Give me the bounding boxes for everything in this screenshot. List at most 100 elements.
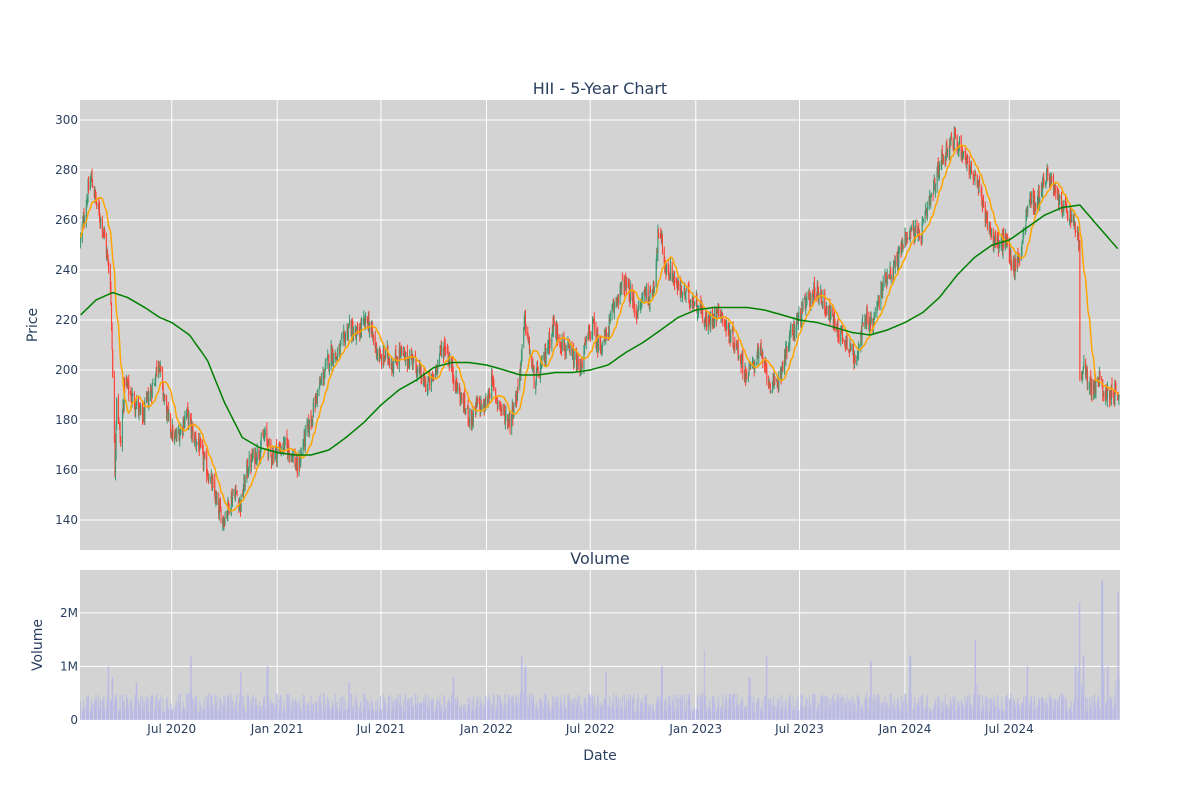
candle-body xyxy=(1065,201,1067,207)
candle-body xyxy=(155,373,157,382)
volume-bar xyxy=(455,698,457,720)
candle-body xyxy=(1049,178,1051,183)
candle-body xyxy=(625,277,627,285)
volume-bar xyxy=(472,709,474,720)
volume-bar xyxy=(407,698,409,720)
volume-bar xyxy=(1111,705,1113,720)
volume-bar xyxy=(1115,680,1117,720)
candle-body xyxy=(657,228,659,254)
candle-body xyxy=(295,464,297,469)
volume-bar xyxy=(612,705,614,720)
volume-bar xyxy=(192,699,194,720)
volume-bar xyxy=(547,699,549,720)
candle-body xyxy=(667,264,669,274)
candle-body xyxy=(403,353,405,355)
volume-bar xyxy=(483,703,485,720)
volume-bar xyxy=(569,700,571,720)
volume-bar xyxy=(1033,700,1035,720)
volume-bar xyxy=(865,705,867,720)
candle-body xyxy=(577,359,579,366)
candle-body xyxy=(166,408,168,418)
candle-body xyxy=(254,448,256,464)
candle-body xyxy=(254,451,256,462)
candle-body xyxy=(471,409,473,426)
candle-body xyxy=(1086,371,1088,385)
candle-body xyxy=(1034,196,1036,211)
candle-body xyxy=(446,349,448,354)
candle-body xyxy=(489,395,491,397)
volume-bar xyxy=(809,703,811,720)
volume-bar xyxy=(677,698,679,720)
candle-body xyxy=(621,279,623,281)
volume-bar xyxy=(800,704,802,720)
candle-body xyxy=(982,202,984,204)
volume-bar xyxy=(1101,580,1103,720)
candle-body xyxy=(404,353,406,362)
volume-bar xyxy=(944,694,946,720)
volume-bar xyxy=(573,697,575,720)
candle-body xyxy=(343,331,345,333)
candle-body xyxy=(629,287,631,304)
volume-bar xyxy=(415,703,417,720)
candle-body xyxy=(769,382,771,384)
candle-body xyxy=(641,298,643,301)
candle-body xyxy=(194,434,196,438)
candle-body xyxy=(531,354,533,366)
candle-body xyxy=(523,321,525,328)
candle-body xyxy=(508,419,510,426)
candle-body xyxy=(788,345,790,352)
volume-bar xyxy=(312,703,314,720)
volume-bar xyxy=(441,705,443,720)
volume-bar xyxy=(495,711,497,720)
volume-bar xyxy=(628,711,630,720)
candle-body xyxy=(877,300,879,303)
volume-bar xyxy=(524,666,526,720)
candle-body xyxy=(342,332,344,339)
volume-bar xyxy=(729,694,731,720)
candle-body xyxy=(572,351,574,353)
candle-body xyxy=(180,426,182,432)
candle-body xyxy=(560,346,562,348)
volume-bar xyxy=(516,706,518,720)
volume-bar xyxy=(457,700,459,720)
candle-body xyxy=(375,344,377,354)
candle-body xyxy=(545,346,547,361)
candle-body xyxy=(475,401,477,410)
candle-body xyxy=(484,403,486,410)
volume-bar xyxy=(497,694,499,720)
candle-body xyxy=(854,355,856,365)
volume-bar xyxy=(832,695,834,720)
volume-bar xyxy=(547,704,549,720)
candle-body xyxy=(608,319,610,336)
candle-body xyxy=(785,344,787,359)
volume-bar xyxy=(190,655,192,720)
volume-y-tick-label: 2M xyxy=(60,606,78,620)
volume-bar xyxy=(210,697,212,720)
volume-bar xyxy=(999,709,1001,720)
volume-bar xyxy=(1032,711,1034,720)
volume-bar xyxy=(519,703,521,720)
candle-body xyxy=(707,316,709,328)
candle-body xyxy=(784,354,786,373)
candle-body xyxy=(782,361,784,372)
volume-bar xyxy=(375,700,377,720)
volume-bar xyxy=(135,694,137,720)
volume-bar xyxy=(772,712,774,720)
volume-bar xyxy=(645,703,647,720)
candle-body xyxy=(672,276,674,279)
volume-bar xyxy=(555,703,557,720)
volume-bar xyxy=(440,708,442,720)
volume-bar xyxy=(1110,697,1112,720)
candle-body xyxy=(395,351,397,361)
volume-bar xyxy=(545,697,547,720)
volume-bar xyxy=(600,702,602,720)
candle-body xyxy=(381,355,383,365)
volume-bar xyxy=(653,712,655,720)
candle-body xyxy=(252,450,254,459)
candle-body xyxy=(344,334,346,344)
volume-bar xyxy=(120,709,122,720)
candle-body xyxy=(543,356,545,362)
volume-bar xyxy=(723,708,725,720)
volume-bar xyxy=(143,709,145,720)
candle-body xyxy=(203,455,205,458)
